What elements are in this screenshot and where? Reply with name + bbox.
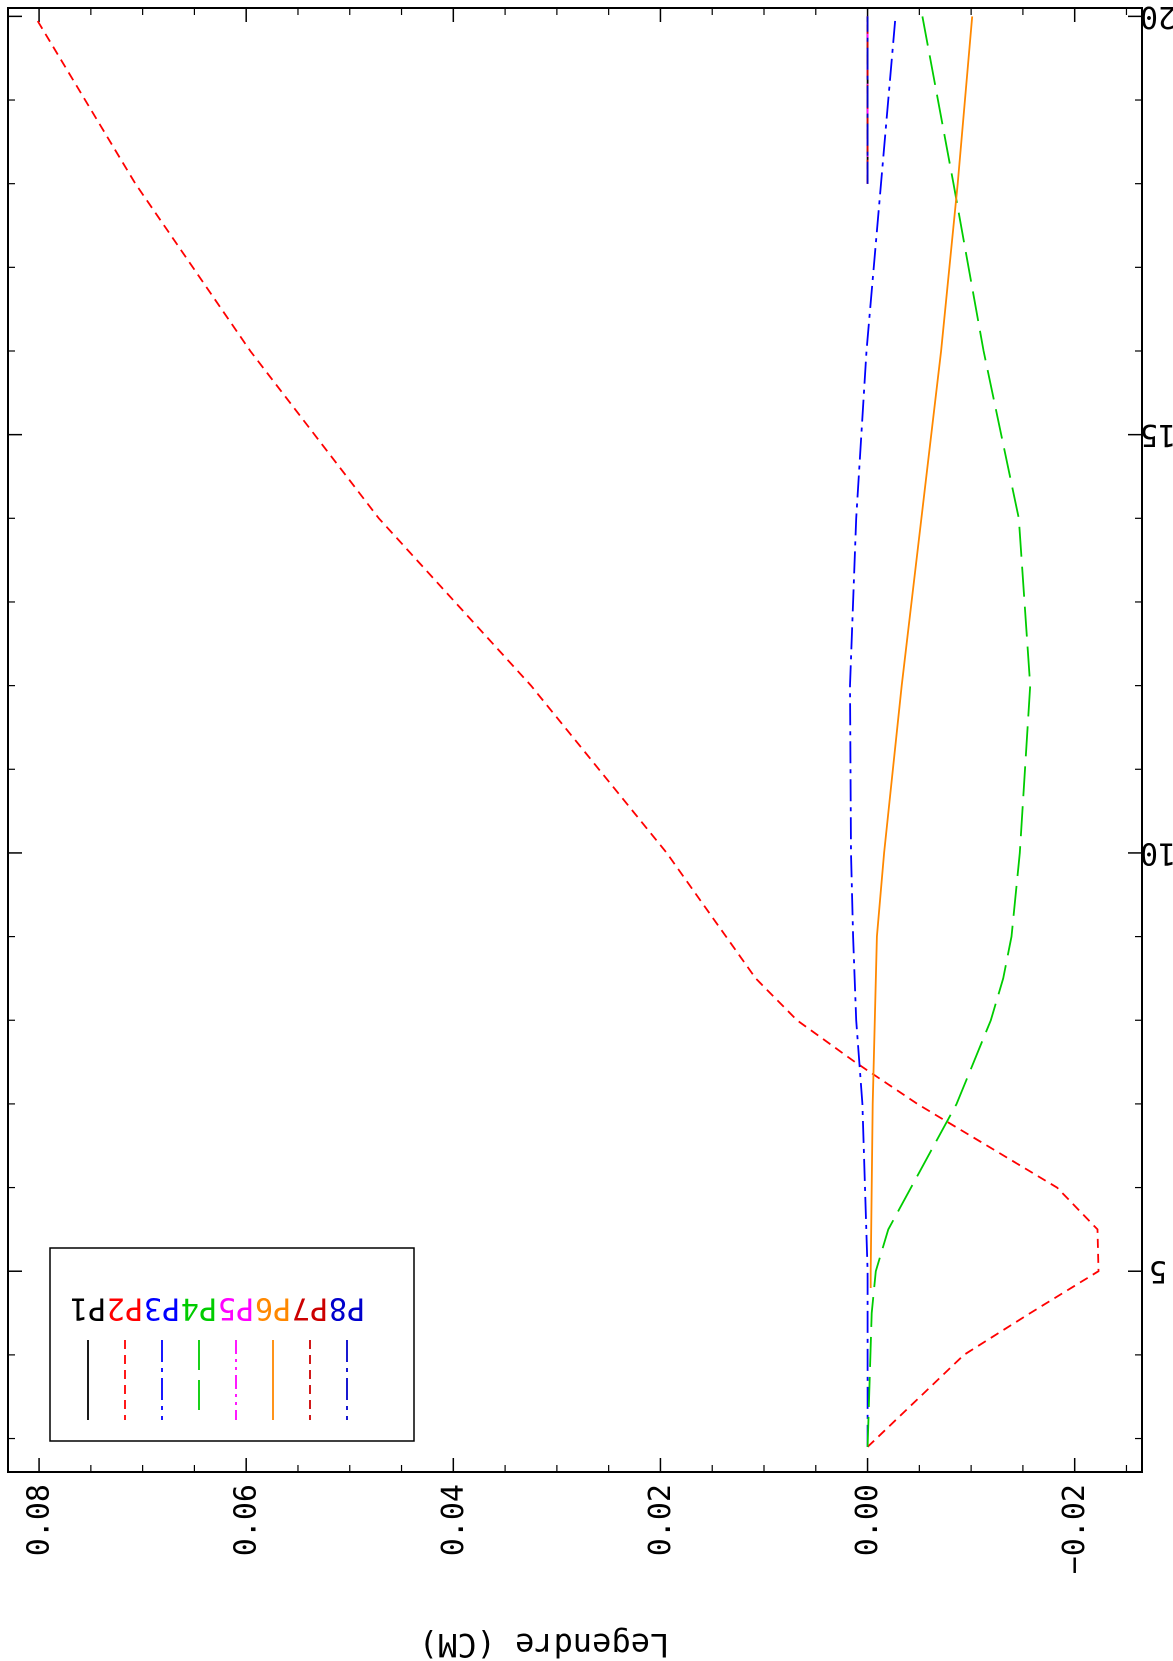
y-axis-label: Legendre (CM) bbox=[419, 1626, 669, 1661]
series-line-p4 bbox=[866, 16, 1032, 1447]
tick-marks bbox=[8, 8, 1142, 1472]
y-tick-label: 0.08 bbox=[22, 1484, 57, 1556]
y-tick-label: 0.06 bbox=[229, 1484, 264, 1556]
plot-frame bbox=[7, 7, 1143, 1473]
legend-label-p5: P5 bbox=[218, 1291, 254, 1326]
legend-label-p2: P2 bbox=[107, 1291, 143, 1326]
x-tick-label: 10 bbox=[1140, 835, 1173, 870]
legend-label-p3: P3 bbox=[144, 1291, 180, 1326]
y-tick-label: 0.00 bbox=[850, 1484, 885, 1556]
legend-label-p7: P7 bbox=[292, 1291, 328, 1326]
legend-box bbox=[49, 1247, 415, 1442]
x-tick-label: 15 bbox=[1140, 417, 1173, 452]
y-tick-label: −0.02 bbox=[1057, 1484, 1092, 1574]
legend-label-p6: P6 bbox=[255, 1291, 291, 1326]
legend: P1 P2 P3 P4 P5 P6 P7 P8 bbox=[49, 1247, 415, 1442]
y-tick-label: 0.02 bbox=[643, 1484, 678, 1556]
series-lines bbox=[34, 15, 1100, 1448]
series-line-p6 bbox=[869, 16, 974, 1288]
y-tick-label: 0.04 bbox=[436, 1484, 471, 1556]
tick-labels: 5 10 15 20 −0.02 0.00 0.02 0.04 0.06 0.08 bbox=[22, 0, 1173, 1574]
x-tick-label: 20 bbox=[1140, 0, 1173, 34]
legend-label-p4: P4 bbox=[181, 1291, 217, 1326]
x-tick-label: 5 bbox=[1149, 1254, 1167, 1289]
series-line-p2 bbox=[34, 15, 1100, 1448]
series-line-p3 bbox=[849, 16, 897, 1447]
legend-label-p8: P8 bbox=[329, 1291, 365, 1326]
legend-label-p1: P1 bbox=[70, 1291, 106, 1326]
